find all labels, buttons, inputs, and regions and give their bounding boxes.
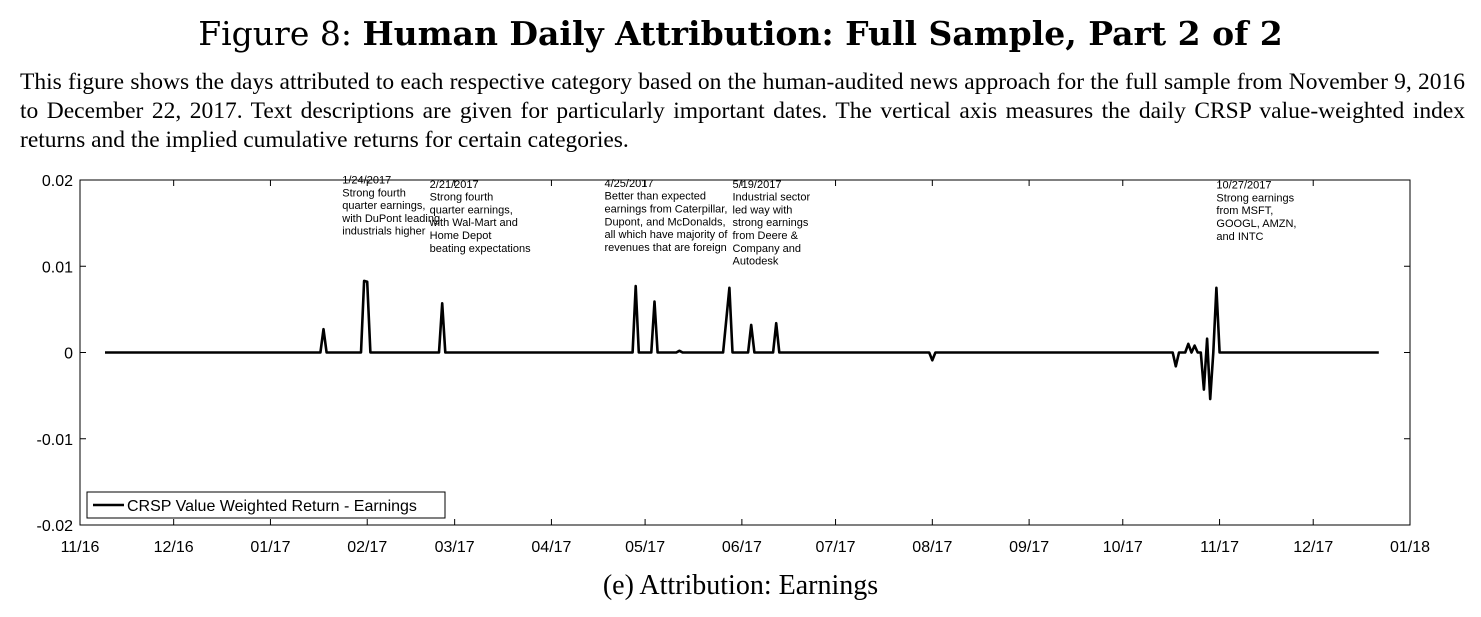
annotation-line: Strong fourth [342, 187, 406, 199]
annotation-line: quarter earnings, [430, 204, 513, 216]
annotation-line: Company and [733, 243, 802, 255]
annotation-line: all which have majority of [605, 229, 729, 241]
annotation-date: 10/27/2017 [1216, 180, 1271, 192]
x-tick-label: 10/17 [1103, 539, 1143, 556]
x-tick-label: 02/17 [347, 539, 387, 556]
figure-title: Figure 8: Human Daily Attribution: Full … [0, 14, 1481, 53]
figure-title-text: Human Daily Attribution: Full Sample, Pa… [362, 14, 1283, 53]
x-tick-label: 04/17 [531, 539, 571, 556]
x-tick-label: 07/17 [816, 539, 856, 556]
annotation-line: Autodesk [733, 256, 779, 268]
figure-caption: This figure shows the days attributed to… [20, 69, 1465, 153]
annotation-line: led way with [733, 204, 793, 216]
annotation-line: strong earnings [733, 217, 809, 229]
x-tick-label: 08/17 [912, 539, 952, 556]
annotation-date: 4/25/2017 [605, 178, 654, 190]
x-tick-label: 09/17 [1009, 539, 1049, 556]
annotation-line: revenues that are foreign [605, 242, 727, 254]
annotation-line: and INTC [1216, 231, 1263, 243]
annotation-line: Strong fourth [430, 192, 494, 204]
series-line [105, 279, 1379, 401]
legend-box [86, 491, 446, 519]
y-tick-label: 0 [64, 346, 73, 363]
x-tick-label: 03/17 [435, 539, 475, 556]
annotation-line: with Wal-Mart and [429, 217, 518, 229]
annotation-line: earnings from Caterpillar, [605, 204, 728, 216]
annotation-line: industrials higher [342, 226, 425, 238]
x-tick-label: 12/16 [154, 539, 194, 556]
subfigure-caption: (e) Attribution: Earnings [602, 570, 879, 601]
annotation-line: beating expectations [430, 243, 531, 255]
y-tick-label: 0.02 [42, 173, 73, 190]
x-tick-label: 12/17 [1293, 539, 1333, 556]
annotation-line: Better than expected [605, 191, 707, 203]
annotation-line: from MSFT, [1216, 205, 1273, 217]
series-layer [105, 279, 1379, 401]
figure-number: Figure 8: [198, 14, 352, 53]
legend: CRSP Value Weighted Return - Earnings [86, 491, 446, 519]
x-tick-label: 01/17 [250, 539, 290, 556]
annotation-line: quarter earnings, [342, 200, 425, 212]
axes-layer: 0.02 0.01 0 -0.01 -0.02 11/16 12/16 01/17 02/17 0… [37, 173, 1431, 556]
x-tick-label: 11/17 [1200, 539, 1239, 556]
y-tick-label: -0.02 [37, 518, 74, 535]
y-tick-label: -0.01 [37, 432, 74, 449]
annotation-line: Home Depot [430, 230, 492, 242]
annotation-date: 2/21/2017 [430, 179, 479, 191]
annotation-date: 1/24/2017 [342, 174, 391, 186]
x-tick-label: 06/17 [722, 539, 762, 556]
annotation-date: 5/19/2017 [733, 179, 782, 191]
annotation-line: Industrial sector [733, 192, 811, 204]
annotation-line: from Deere & [733, 230, 799, 242]
annotation-line: GOOGL, AMZN, [1216, 218, 1296, 230]
y-tick-label: 0.01 [42, 259, 73, 276]
x-tick-label: 01/18 [1390, 539, 1430, 556]
annotation-line: Dupont, and McDonalds, [605, 216, 726, 228]
legend-label: CRSP Value Weighted Return - Earnings [127, 498, 417, 515]
x-tick-label: 11/16 [61, 539, 100, 556]
annotation-line: Strong earnings [1216, 192, 1294, 204]
annotation-line: with DuPont leading [341, 213, 440, 225]
x-tick-label: 05/17 [625, 539, 665, 556]
